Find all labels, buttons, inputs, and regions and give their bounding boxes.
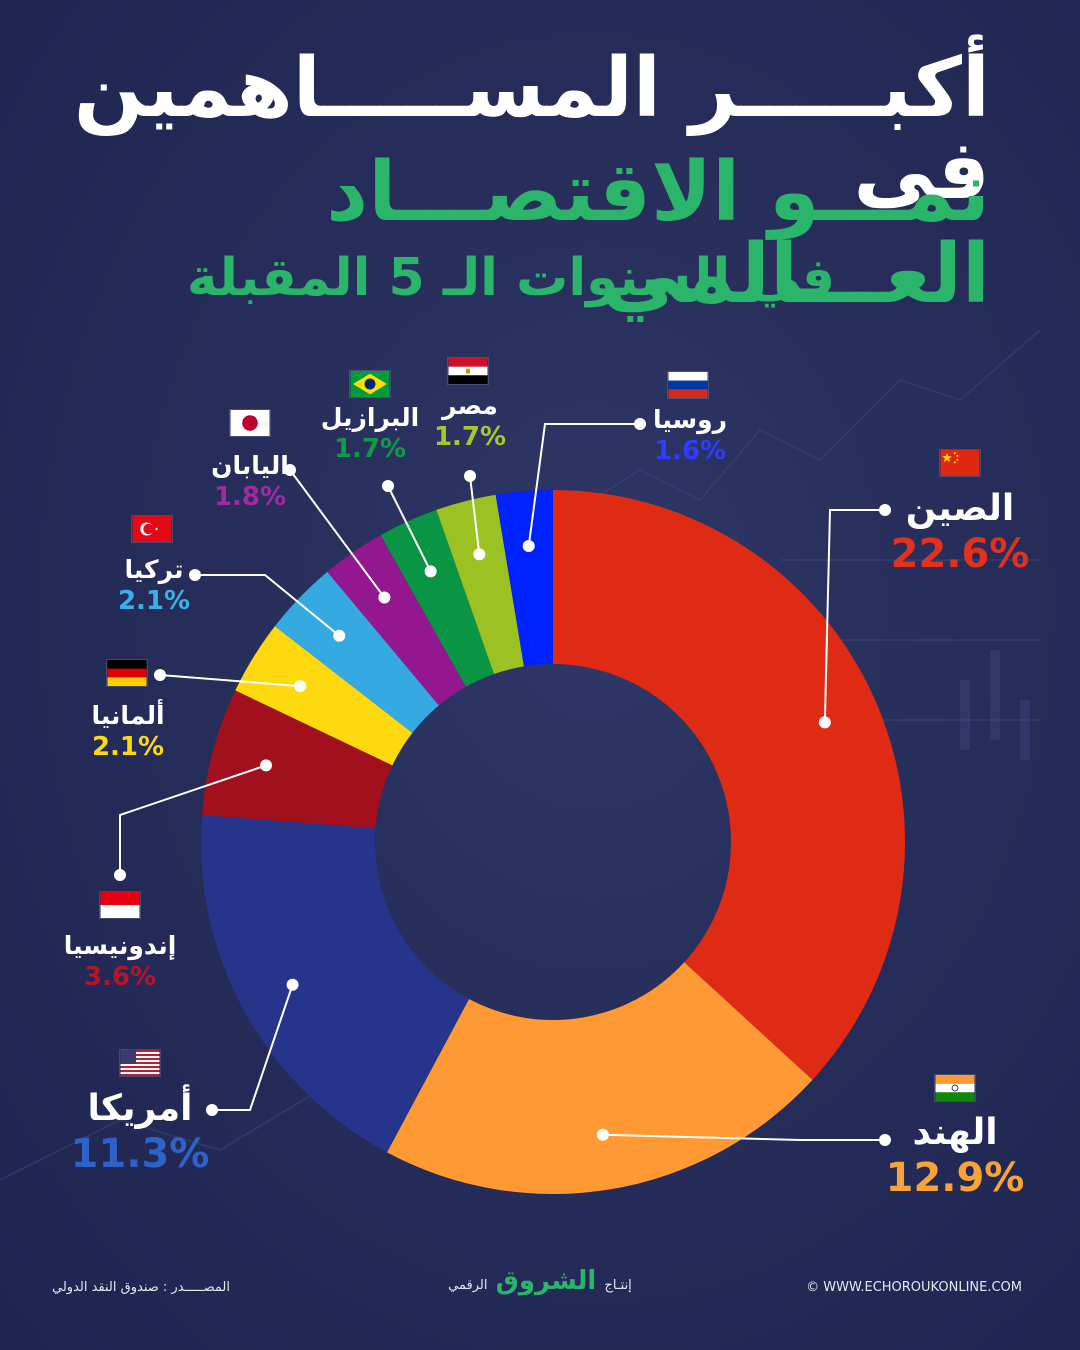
slice-4 [235, 626, 413, 766]
leader-line-8 [469, 475, 481, 555]
indonesia-flag-icon [100, 892, 140, 918]
label-china-name: الصين [905, 488, 1015, 529]
leader-dot-0-0 [818, 716, 831, 729]
leader-line-1 [602, 1133, 885, 1141]
label-russia: روسيا 1.6% [630, 405, 750, 467]
leader-dot-1-1 [879, 1134, 891, 1146]
label-egypt-value: 1.7% [433, 421, 507, 452]
label-japan-name: اليابان [211, 451, 289, 480]
slice-3 [202, 690, 393, 829]
label-china-value: 22.6% [890, 531, 1030, 578]
leader-dot-7-0 [424, 565, 437, 578]
label-turkey-value: 2.1% [117, 585, 191, 616]
label-indonesia: إندونيسيا 3.6% [40, 931, 200, 993]
label-turkey-name: تركيا [124, 555, 184, 584]
label-japan: اليابان 1.8% [180, 451, 320, 513]
slice-5 [274, 571, 439, 733]
title-line-3: في السنوات الـ 5 المقبلة [186, 248, 835, 308]
india-flag-icon [935, 1075, 975, 1101]
usa-flag-icon [120, 1050, 160, 1076]
label-indonesia-value: 3.6% [83, 961, 157, 992]
title-line-1: أكبـــــر المســـــاهمين في [73, 41, 990, 218]
label-usa-value: 11.3% [70, 1131, 210, 1178]
slice-9 [495, 490, 553, 667]
leader-line-3 [119, 764, 267, 875]
slice-2 [201, 815, 470, 1153]
leader-dot-5-0 [333, 629, 346, 642]
turkey-flag-icon [132, 516, 172, 542]
footer-source: المصـــــدر : صندوق النقد الدولي [52, 1280, 230, 1295]
label-russia-value: 1.6% [653, 435, 727, 466]
leader-line-7 [387, 485, 432, 572]
leader-dot-3-1 [114, 869, 126, 881]
leader-line-0 [823, 509, 885, 723]
label-india: الهند 12.9% [865, 1112, 1045, 1203]
leader-dot-0-1 [879, 504, 891, 516]
footer-production-suffix: الرقمي [448, 1278, 488, 1293]
label-brazil-name: البرازيل [320, 403, 420, 432]
label-brazil: البرازيل 1.7% [300, 403, 440, 465]
leader-dot-8-1 [464, 470, 476, 482]
egypt-flag-icon [448, 358, 488, 384]
leader-line-9 [527, 423, 640, 547]
label-usa: أمريكا 11.3% [50, 1088, 230, 1179]
leader-dot-2-0 [286, 978, 299, 991]
slice-1 [386, 962, 813, 1194]
label-germany-value: 2.1% [91, 731, 165, 762]
leader-line-4 [159, 674, 301, 688]
title-line-2: نمـــو الاقتصـــاد العـــالمي [326, 145, 990, 322]
germany-flag-icon [107, 660, 147, 686]
footer-website: © WWW.ECHOROUKONLINE.COM [806, 1280, 1022, 1295]
label-japan-value: 1.8% [213, 481, 287, 512]
leader-dot-9-1 [634, 418, 646, 430]
leader-dot-8-0 [473, 548, 486, 561]
slice-0 [553, 490, 905, 1080]
slice-7 [380, 509, 495, 687]
russia-flag-icon [668, 372, 708, 398]
label-germany-name: ألمانيا [91, 701, 165, 730]
leader-dot-6-0 [378, 591, 391, 604]
leader-line-6 [289, 469, 386, 599]
slice-6 [327, 535, 466, 706]
label-egypt: مصر 1.7% [410, 391, 530, 453]
label-russia-name: روسيا [652, 405, 728, 434]
label-turkey: تركيا 2.1% [84, 555, 224, 617]
label-egypt-name: مصر [442, 391, 498, 420]
slice-8 [436, 494, 524, 675]
label-india-name: الهند [912, 1112, 998, 1153]
japan-flag-icon [230, 410, 270, 436]
label-germany: ألمانيا 2.1% [58, 701, 198, 763]
china-flag-icon [940, 450, 980, 476]
leader-dot-7-1 [382, 480, 394, 492]
label-china: الصين 22.6% [870, 488, 1050, 579]
footer-production-prefix: إنتـاج [604, 1278, 632, 1293]
leader-dot-9-0 [522, 539, 535, 552]
leader-dot-4-0 [294, 680, 307, 693]
label-usa-name: أمريكا [87, 1088, 193, 1129]
label-india-value: 12.9% [885, 1155, 1025, 1202]
label-indonesia-name: إندونيسيا [63, 931, 177, 960]
brazil-flag-icon [350, 371, 390, 397]
footer-brand-logo: الشروق [495, 1266, 597, 1296]
leader-line-2 [212, 984, 294, 1111]
leader-dot-5-1 [189, 569, 201, 581]
leader-dot-1-0 [596, 1128, 609, 1141]
leader-dot-4-1 [154, 669, 166, 681]
leader-dot-3-0 [260, 759, 273, 772]
leader-dot-6-1 [284, 464, 296, 476]
footer-production: إنتـاج الشروق الرقمي [440, 1266, 640, 1296]
leader-line-5 [195, 574, 340, 637]
leader-dot-2-1 [206, 1104, 218, 1116]
label-brazil-value: 1.7% [333, 433, 407, 464]
